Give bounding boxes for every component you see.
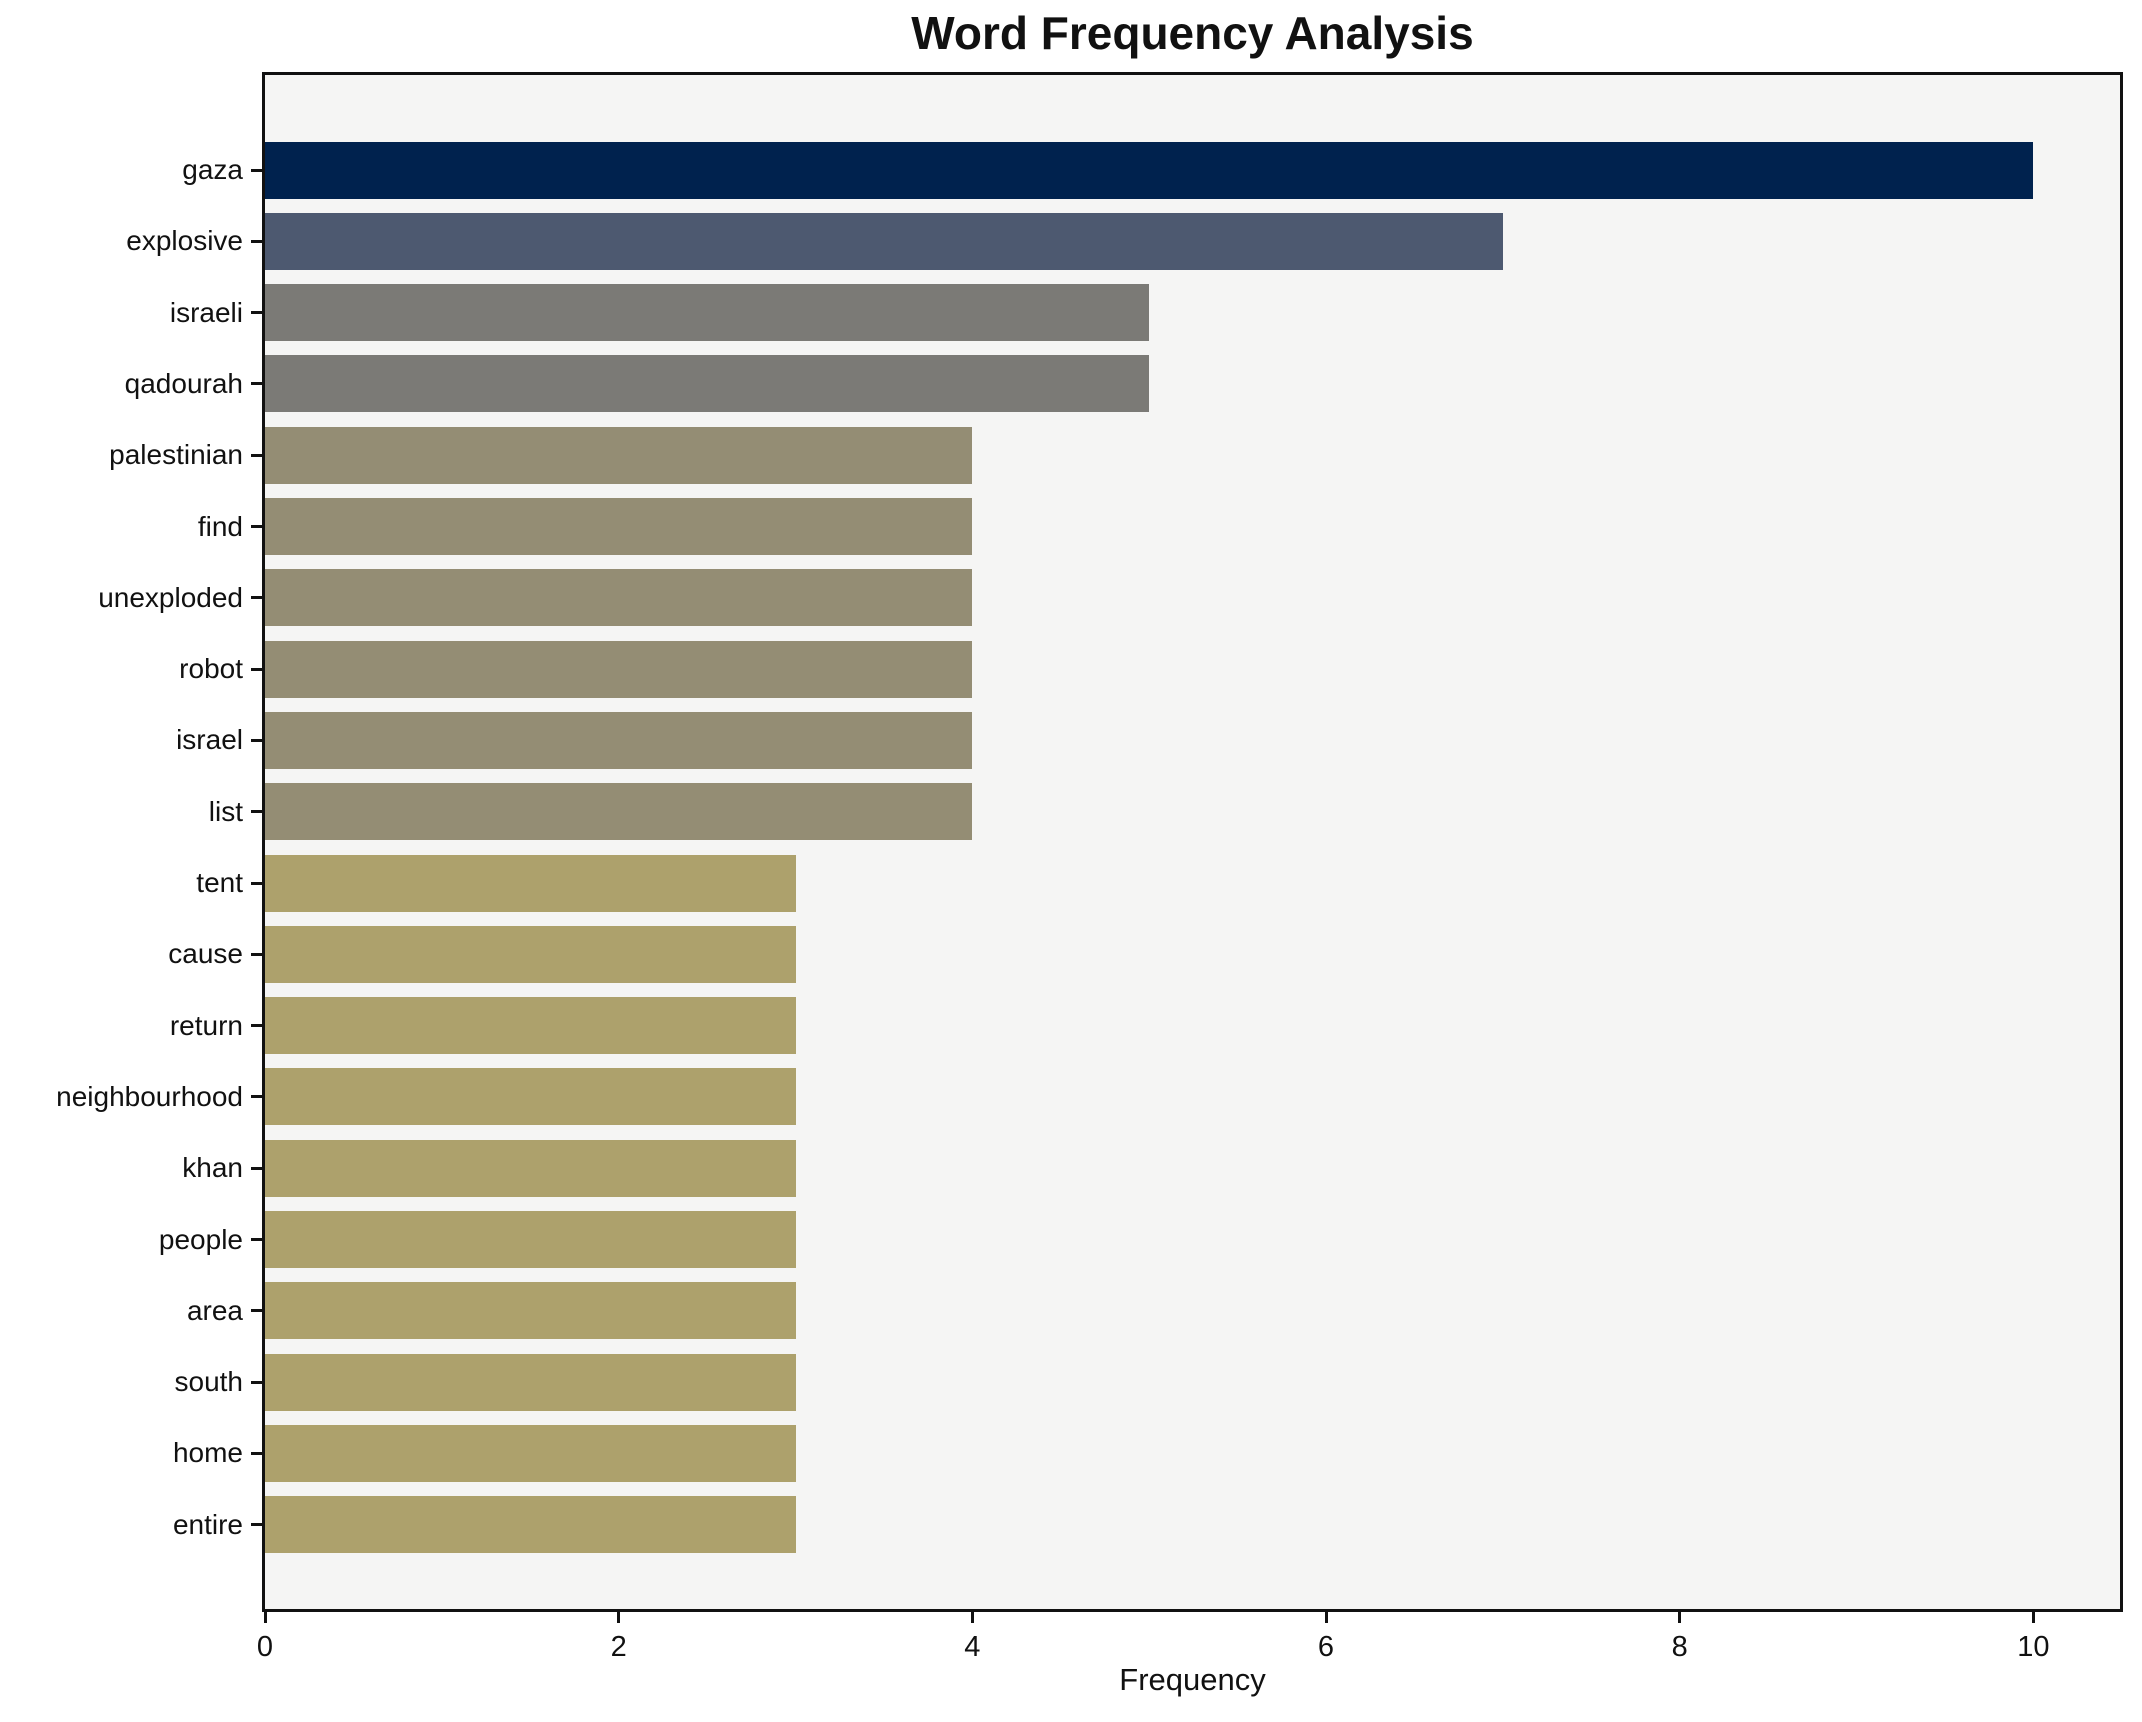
x-tick-label-0: 0 bbox=[256, 1631, 274, 1663]
y-tick-find bbox=[251, 525, 262, 528]
y-tick-area bbox=[251, 1309, 262, 1313]
x-tick-label-8: 8 bbox=[1671, 1631, 1688, 1663]
x-tick-8 bbox=[1678, 1612, 1682, 1623]
y-tick-label-qadourah: qadourah bbox=[124, 367, 243, 399]
y-tick-gaza bbox=[251, 168, 262, 172]
bar-tent bbox=[265, 854, 796, 912]
y-tick-label-cause: cause bbox=[168, 938, 243, 970]
y-tick-neighbourhood bbox=[251, 1095, 262, 1099]
bar-khan bbox=[265, 1139, 796, 1197]
y-tick-label-return: return bbox=[169, 1009, 243, 1041]
y-tick-robot bbox=[251, 667, 262, 671]
y-tick-label-home: home bbox=[172, 1437, 243, 1469]
y-tick-south bbox=[251, 1380, 262, 1384]
y-tick-label-explosive: explosive bbox=[126, 225, 243, 257]
y-tick-label-list: list bbox=[208, 795, 243, 827]
x-tick-label-6: 6 bbox=[1317, 1631, 1335, 1663]
y-tick-label-khan: khan bbox=[182, 1152, 243, 1184]
y-tick-label-neighbourhood: neighbourhood bbox=[56, 1080, 243, 1112]
x-tick-10 bbox=[2031, 1612, 2035, 1623]
y-tick-label-palestinian: palestinian bbox=[109, 439, 243, 471]
x-axis-title: Frequency bbox=[1119, 1662, 1266, 1697]
y-tick-entire bbox=[251, 1523, 262, 1527]
y-tick-unexploded bbox=[251, 596, 262, 600]
bar-qadourah bbox=[265, 355, 1150, 413]
y-tick-khan bbox=[251, 1166, 262, 1170]
y-tick-qadourah bbox=[251, 382, 262, 386]
bar-list bbox=[265, 783, 973, 841]
bar-home bbox=[265, 1424, 796, 1482]
y-tick-home bbox=[251, 1451, 262, 1455]
y-tick-label-area: area bbox=[186, 1294, 243, 1326]
y-tick-label-people: people bbox=[158, 1223, 243, 1255]
y-tick-label-find: find bbox=[197, 510, 243, 542]
bar-gaza bbox=[265, 141, 2034, 199]
bar-israeli bbox=[265, 284, 1150, 342]
y-tick-label-south: south bbox=[174, 1366, 244, 1398]
y-tick-label-gaza: gaza bbox=[182, 154, 243, 185]
chart-title: Word Frequency Analysis bbox=[911, 7, 1474, 59]
x-tick-0 bbox=[263, 1612, 267, 1623]
bar-find bbox=[265, 498, 973, 555]
y-tick-label-entire: entire bbox=[172, 1508, 243, 1540]
bar-area bbox=[265, 1282, 796, 1340]
bar-south bbox=[265, 1353, 796, 1411]
x-tick-label-2: 2 bbox=[610, 1631, 627, 1663]
y-tick-explosive bbox=[251, 239, 262, 243]
y-tick-israeli bbox=[251, 311, 262, 315]
y-tick-palestinian bbox=[251, 453, 262, 457]
bar-cause bbox=[265, 925, 796, 983]
x-tick-4 bbox=[970, 1612, 974, 1623]
y-tick-tent bbox=[251, 881, 262, 885]
bar-neighbourhood bbox=[265, 1068, 796, 1126]
bar-israel bbox=[265, 711, 973, 769]
x-tick-2 bbox=[617, 1612, 621, 1623]
x-tick-6 bbox=[1324, 1612, 1328, 1623]
bar-explosive bbox=[265, 212, 1503, 270]
y-tick-people bbox=[251, 1238, 262, 1241]
y-tick-cause bbox=[251, 952, 262, 956]
y-tick-label-tent: tent bbox=[196, 867, 243, 898]
bar-return bbox=[265, 997, 796, 1055]
bar-people bbox=[265, 1211, 796, 1268]
x-tick-label-4: 4 bbox=[964, 1631, 981, 1663]
y-tick-label-unexploded: unexploded bbox=[98, 581, 243, 613]
bar-unexploded bbox=[265, 569, 973, 627]
y-tick-label-israeli: israeli bbox=[169, 296, 243, 328]
x-tick-label-10: 10 bbox=[2017, 1631, 2050, 1663]
y-tick-return bbox=[251, 1024, 262, 1028]
y-tick-israel bbox=[251, 738, 262, 742]
y-tick-label-israel: israel bbox=[176, 724, 243, 756]
bar-entire bbox=[265, 1496, 796, 1554]
plot-area: gaza explosive israeli qadourah palestinian f… bbox=[56, 72, 2123, 1663]
y-tick-list bbox=[251, 810, 262, 814]
y-tick-label-robot: robot bbox=[179, 653, 243, 685]
bar-robot bbox=[265, 640, 973, 698]
bar-palestinian bbox=[265, 426, 973, 484]
